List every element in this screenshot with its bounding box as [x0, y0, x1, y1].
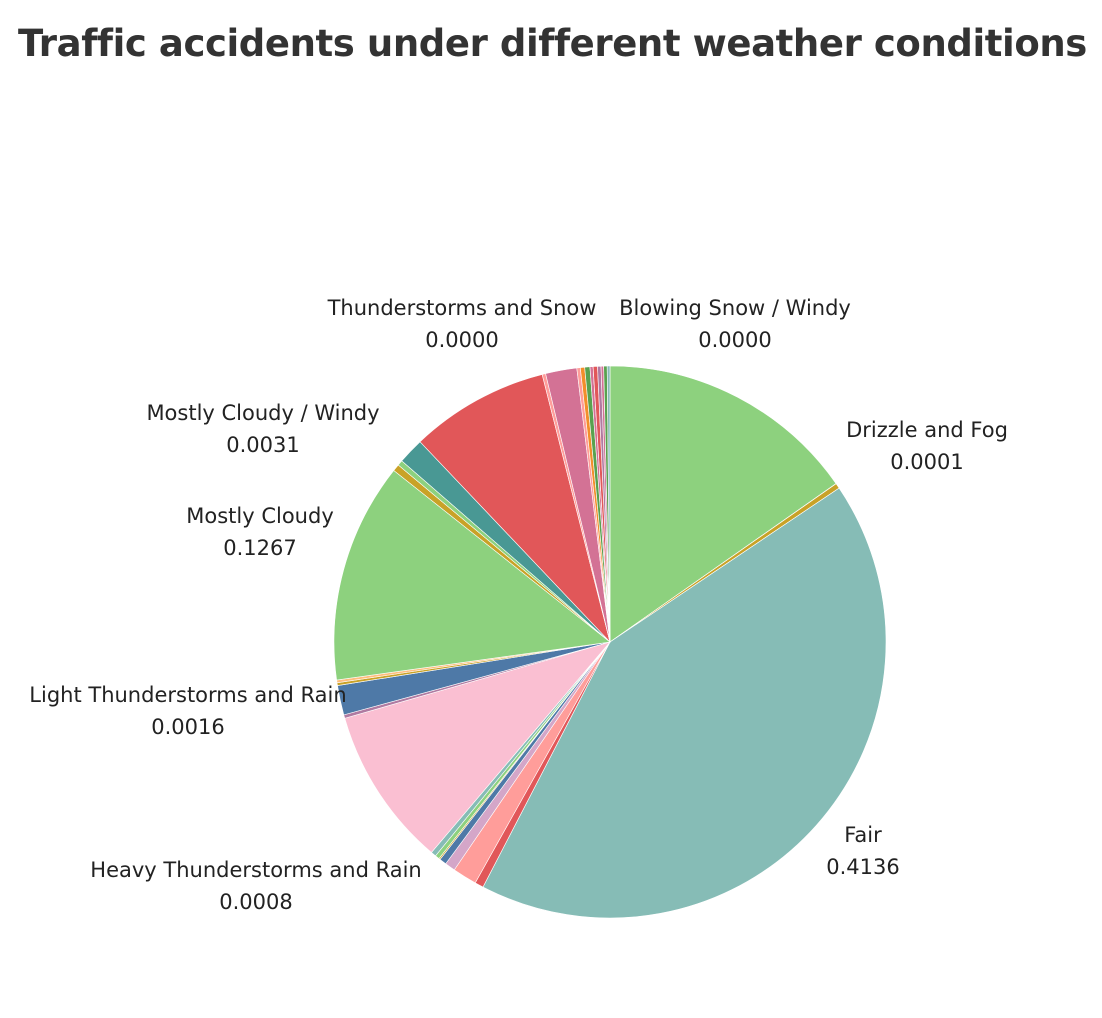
slice-label-heavy-thunderstorms-and-rain: Heavy Thunderstorms and Rain — [90, 858, 421, 882]
slice-label-light-thunderstorms-and-rain: Light Thunderstorms and Rain — [29, 683, 346, 707]
pie-slice-fair — [482, 487, 887, 919]
pie-slice-clear — [609, 365, 837, 643]
slice-label-drizzle-and-fog: Drizzle and Fog — [846, 418, 1008, 442]
pie-slice-mostly-cloudy — [333, 470, 611, 681]
pie-slices — [333, 365, 887, 919]
slice-label-mostly-cloudy-windy: Mostly Cloudy / Windy — [146, 401, 379, 425]
chart-title: Traffic accidents under different weathe… — [18, 22, 1087, 65]
slice-label-blowing-snow-windy: Blowing Snow / Windy — [619, 296, 851, 320]
slice-value-light-thunderstorms-and-rain: 0.0016 — [151, 715, 224, 739]
slice-value-fair: 0.4136 — [826, 855, 899, 879]
pie-slice-33 — [606, 365, 611, 643]
pie-labels: Drizzle and Fog 0.0001 Fair 0.4136 Heavy Thu… — [29, 296, 1008, 914]
slice-value-heavy-thunderstorms-and-rain: 0.0008 — [219, 890, 292, 914]
slice-label-mostly-cloudy: Mostly Cloudy — [186, 504, 334, 528]
slice-value-blowing-snow-windy: 0.0000 — [698, 328, 771, 352]
slice-value-thunderstorms-and-snow: 0.0000 — [425, 328, 498, 352]
pie-slice-20 — [419, 374, 611, 644]
pie-slice-11 — [344, 641, 611, 853]
slice-value-drizzle-and-fog: 0.0001 — [890, 450, 963, 474]
slice-value-mostly-cloudy: 0.1267 — [223, 536, 296, 560]
slice-value-mostly-cloudy-windy: 0.0031 — [226, 433, 299, 457]
slice-label-thunderstorms-and-snow: Thunderstorms and Snow — [327, 296, 597, 320]
slice-label-fair: Fair — [844, 823, 882, 847]
